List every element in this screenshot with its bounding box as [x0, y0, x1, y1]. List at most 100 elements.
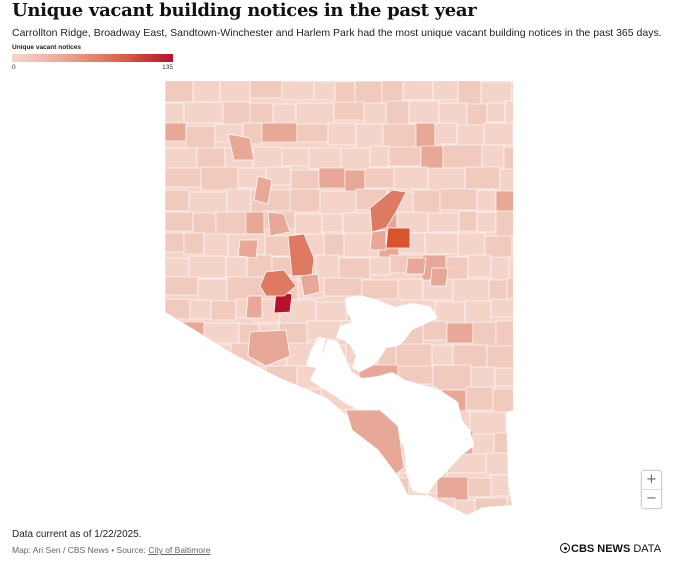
neighborhood-park-heights[interactable] [227, 133, 255, 161]
neighborhood[interactable] [490, 474, 510, 497]
neighborhood-mcelderry-park[interactable] [429, 267, 449, 287]
neighborhood[interactable] [315, 301, 348, 322]
neighborhood[interactable] [296, 477, 318, 500]
neighborhood[interactable] [486, 102, 506, 123]
neighborhood[interactable] [319, 190, 357, 217]
neighborhood[interactable] [492, 388, 521, 414]
neighborhood[interactable] [318, 167, 346, 189]
neighborhood[interactable] [261, 122, 298, 143]
neighborhood[interactable] [383, 496, 422, 516]
neighborhood[interactable] [334, 81, 356, 105]
neighborhood[interactable] [495, 320, 528, 348]
neighborhood[interactable] [219, 454, 242, 479]
neighborhood[interactable] [165, 79, 194, 103]
neighborhood-curtis-bay[interactable] [345, 409, 405, 475]
neighborhood[interactable] [165, 432, 194, 461]
neighborhood[interactable] [402, 79, 434, 101]
neighborhood[interactable] [199, 454, 221, 481]
neighborhood[interactable] [480, 81, 513, 105]
neighborhood[interactable] [249, 80, 283, 99]
neighborhood[interactable] [434, 122, 458, 145]
neighborhood[interactable] [296, 123, 329, 143]
neighborhood[interactable] [227, 367, 267, 391]
neighborhood[interactable] [165, 367, 196, 388]
neighborhood-sandtown-winchester[interactable] [287, 233, 315, 277]
neighborhood[interactable] [474, 497, 508, 516]
neighborhood[interactable] [467, 254, 492, 278]
neighborhood[interactable] [379, 477, 410, 498]
neighborhood[interactable] [219, 80, 251, 103]
neighborhood[interactable] [382, 123, 417, 149]
neighborhood[interactable] [431, 344, 454, 366]
neighborhood[interactable] [476, 211, 497, 233]
neighborhood[interactable] [196, 408, 234, 434]
neighborhood[interactable] [388, 146, 422, 167]
neighborhood[interactable] [504, 100, 537, 128]
neighborhood[interactable] [188, 255, 227, 279]
neighborhood[interactable] [432, 79, 459, 101]
neighborhood[interactable] [314, 409, 353, 437]
neighborhood[interactable] [481, 144, 505, 170]
neighborhood[interactable] [340, 147, 371, 171]
neighborhood[interactable] [408, 100, 440, 124]
neighborhood[interactable] [228, 499, 263, 526]
neighborhood[interactable] [165, 122, 187, 142]
neighborhood[interactable] [231, 477, 264, 499]
neighborhood[interactable] [503, 146, 528, 175]
neighborhood[interactable] [446, 322, 474, 344]
neighborhood[interactable] [321, 213, 344, 233]
neighborhood[interactable] [331, 497, 366, 523]
neighborhood[interactable] [495, 210, 525, 239]
neighborhood[interactable] [185, 125, 216, 153]
neighborhood[interactable] [506, 498, 537, 518]
neighborhood[interactable] [165, 298, 191, 320]
neighborhood[interactable] [277, 454, 306, 474]
neighborhood-upton[interactable] [299, 273, 321, 297]
neighborhood[interactable] [251, 432, 271, 455]
neighborhood[interactable] [253, 411, 289, 435]
neighborhood[interactable] [245, 211, 265, 235]
neighborhood[interactable] [192, 212, 217, 237]
neighborhood[interactable] [316, 477, 355, 498]
neighborhood[interactable] [427, 212, 460, 233]
neighborhood[interactable] [192, 79, 221, 103]
neighborhood[interactable] [395, 343, 433, 368]
neighborhood[interactable] [456, 124, 485, 147]
neighborhood[interactable] [490, 298, 530, 318]
neighborhood[interactable] [200, 166, 239, 191]
neighborhood[interactable] [364, 496, 385, 516]
neighborhood[interactable] [194, 364, 229, 389]
neighborhood[interactable] [165, 211, 194, 232]
neighborhood[interactable] [432, 364, 472, 391]
neighborhood[interactable] [422, 320, 448, 341]
neighborhood[interactable] [420, 145, 444, 170]
neighborhood[interactable] [165, 257, 190, 280]
neighborhood[interactable] [313, 81, 336, 101]
neighborhood[interactable] [353, 475, 381, 500]
neighborhood[interactable] [424, 232, 459, 255]
neighborhood[interactable] [369, 145, 390, 168]
neighborhood[interactable] [232, 410, 255, 432]
neighborhood[interactable] [183, 101, 224, 124]
neighborhood[interactable] [495, 190, 531, 216]
neighborhood-carrollton-ridge-area[interactable] [259, 269, 297, 297]
source-link[interactable]: City of Baltimore [148, 545, 211, 555]
neighborhood[interactable] [165, 321, 205, 350]
neighborhood[interactable] [458, 210, 478, 232]
neighborhood[interactable] [457, 232, 486, 257]
neighborhood[interactable] [506, 277, 535, 301]
neighborhood[interactable] [452, 278, 490, 305]
neighborhood[interactable] [354, 81, 383, 105]
neighborhood-washington-village[interactable] [245, 295, 263, 319]
neighborhood[interactable] [511, 80, 532, 101]
neighborhood[interactable] [165, 167, 202, 188]
neighborhood[interactable] [412, 189, 441, 217]
neighborhood[interactable] [327, 122, 357, 146]
neighborhood[interactable] [184, 498, 208, 525]
high-notice-neighborhoods[interactable] [227, 133, 449, 475]
neighborhood[interactable] [165, 474, 204, 501]
neighborhood[interactable] [203, 344, 232, 365]
neighborhood[interactable] [165, 102, 185, 126]
neighborhood[interactable] [341, 452, 364, 477]
